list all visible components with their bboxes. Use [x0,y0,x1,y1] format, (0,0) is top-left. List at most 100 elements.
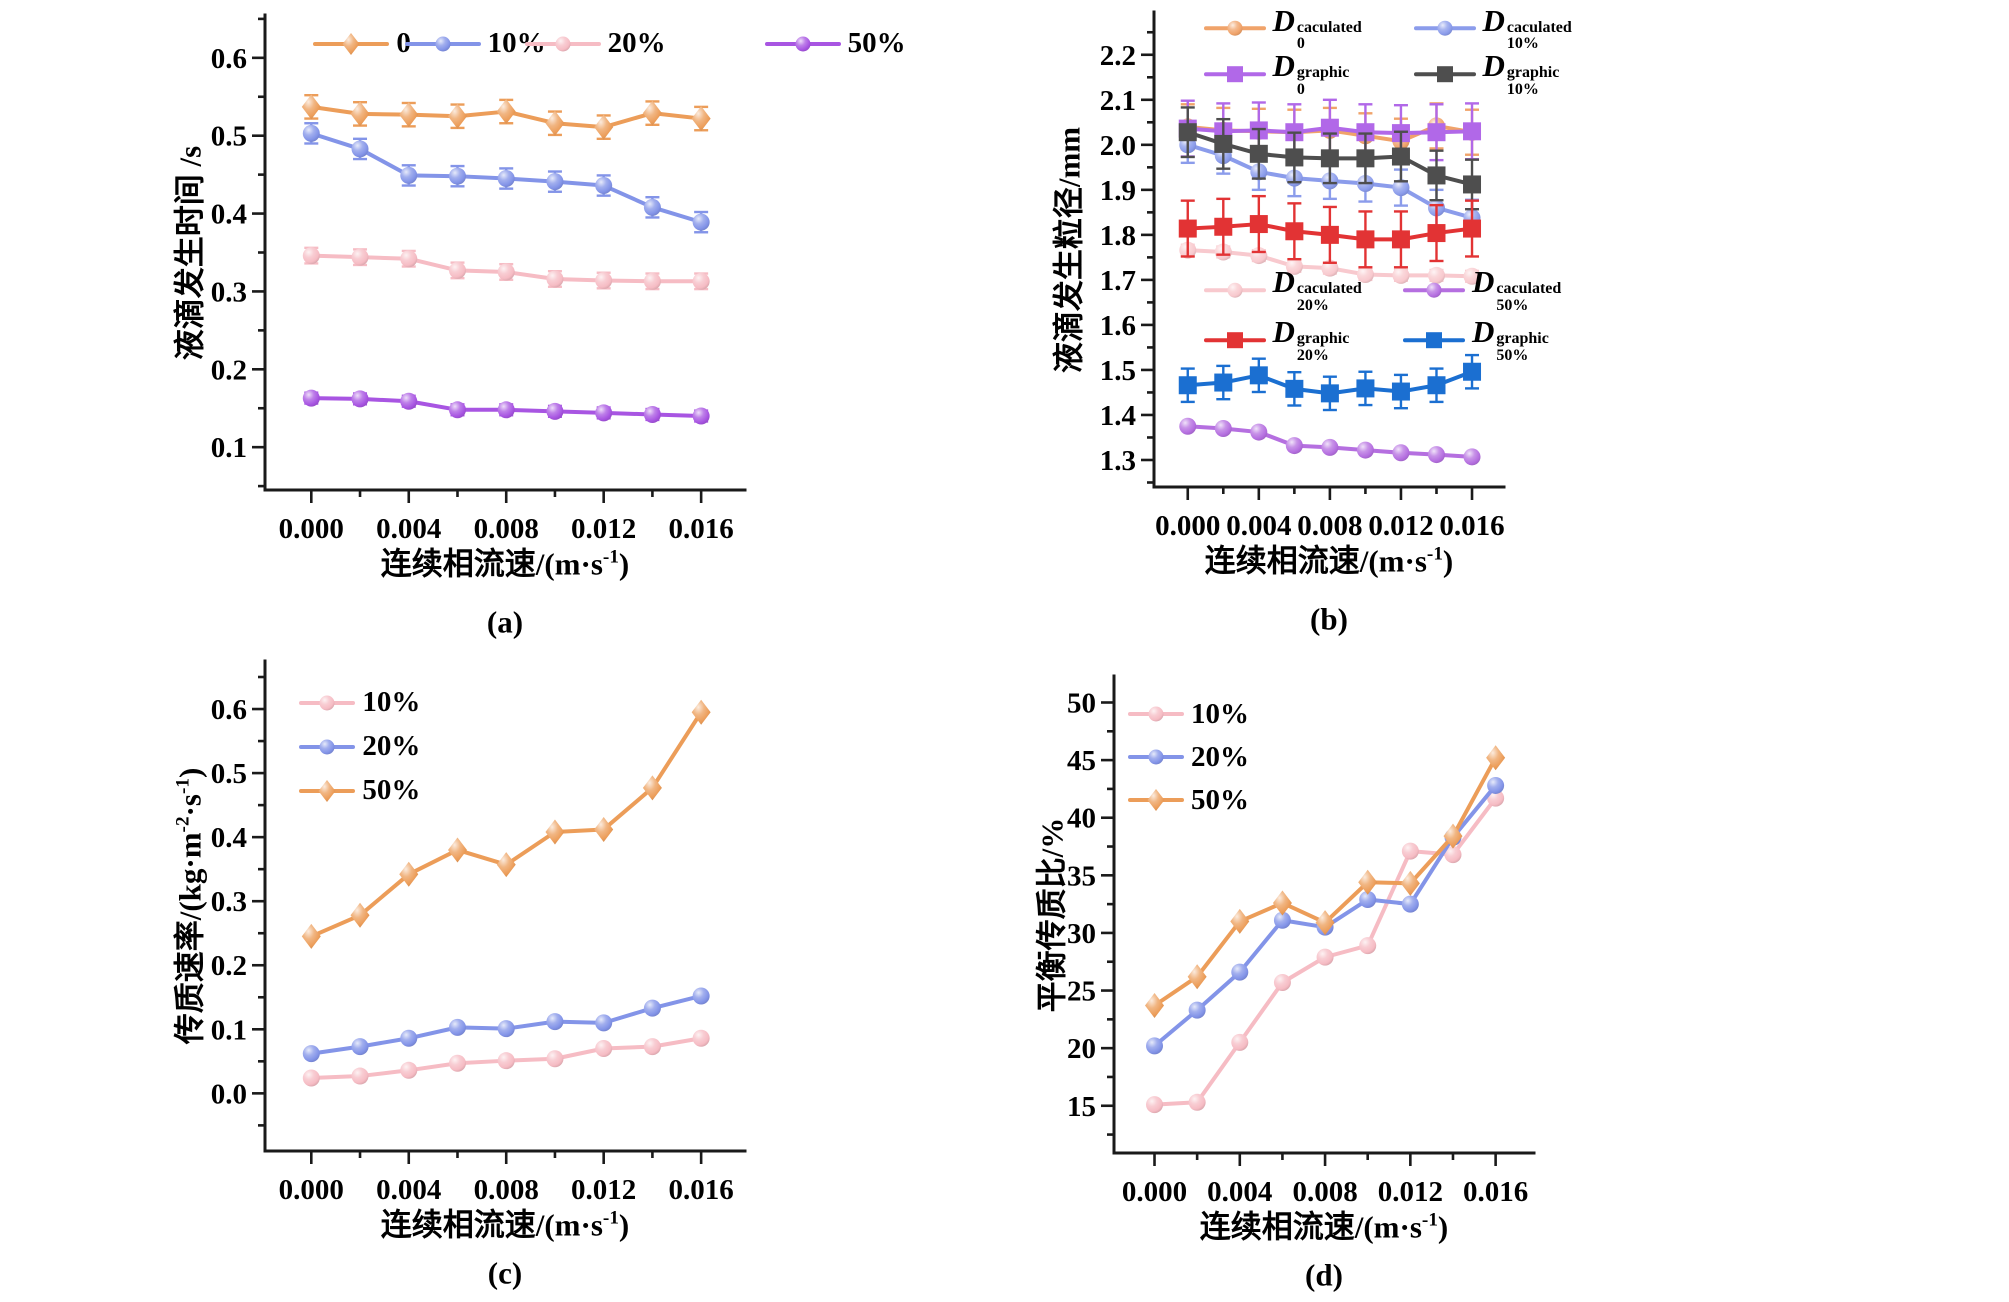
data-point-marker [594,816,614,842]
data-point-marker [302,124,320,142]
data-point-marker [1230,908,1250,934]
axis-label-superscript: -1 [1421,1209,1438,1231]
data-point-marker [1250,423,1268,441]
y-tick-label: 1.6 [1100,310,1136,342]
data-point-marker [595,272,613,290]
legend-entry-10pct: 10% [299,686,420,720]
data-point-marker [1178,123,1197,142]
data-point-marker [1226,65,1243,82]
data-point-marker [1486,745,1506,771]
series-D20-graphic [1178,194,1482,269]
axis-label-superscript: -1 [602,546,619,568]
y-tick-label: 0.1 [211,432,247,464]
axis-label-text: 连续相流速/(m·s [380,1207,603,1243]
data-point-marker [342,32,360,55]
y-tick-label: 45 [1067,745,1096,777]
axis-label-text: 连续相流速/(m·s [380,546,603,582]
legend-subscript: 0 [1296,80,1305,98]
legend-supsub: caculated 50% [1496,280,1561,315]
data-point-marker [1148,706,1164,722]
legend-label: 20% [362,730,421,763]
axis-label-text: 连续相流速/(m·s [1199,1209,1422,1245]
data-point-marker [319,739,335,755]
legend-subscript: 20% [1296,296,1329,314]
data-point-marker [1178,219,1197,238]
data-point-marker [1356,265,1374,283]
data-point-marker [448,261,466,279]
y-tick-label: 1.3 [1100,445,1136,477]
data-point-marker [448,1018,466,1036]
y-tick-label: 0.3 [211,886,247,918]
legend-swatch-D10-caculated-icon [1413,21,1476,37]
legend-symbol-D: D [1472,264,1495,300]
data-point-marker [1273,973,1291,991]
series-10pct [302,122,710,234]
data-point-marker [399,861,419,887]
data-point-marker [1463,122,1482,141]
y-tick-label: 1.7 [1100,265,1136,297]
panel-b: 1.3 1.4 1.5 1.6 1.7 1.8 1.9 2.0 2.1 2.2 0.000 0.004… [1004,0,2008,651]
chart-d-svg: 15 20 25 30 35 40 45 50 0.000 0.004 0.008 0.012 0.01… [1067,674,1536,1208]
data-point-marker [1249,215,1268,234]
legend-supsub: caculated 10% [1507,19,1572,54]
panel-b-caption: (b) [1310,601,1348,637]
axis-label-superscript: -1 [602,1207,619,1229]
data-point-marker [1401,842,1419,860]
y-tick-label: 0.4 [211,822,247,854]
data-point-marker [1231,963,1249,981]
y-axis-label: 平衡传质比/% [1035,817,1070,1012]
data-point-marker [1179,417,1197,435]
legend-label: 20% [1191,740,1249,773]
data-point-marker [546,1013,564,1031]
data-point-marker [1427,376,1446,395]
legend-subscript: 50% [1496,296,1529,314]
x-tick-label: 0.004 [1207,1176,1272,1208]
data-point-marker [447,103,467,129]
x-tick-label: 0.016 [669,1174,734,1206]
data-point-marker [399,102,419,128]
data-point-marker [1214,134,1233,153]
legend-subscript: 50% [1496,346,1529,364]
x-tick-label: 0.004 [376,1174,441,1206]
data-point-marker [1320,118,1339,137]
data-point-marker [1401,895,1419,913]
data-point-marker [642,775,662,801]
x-tick-label: 0.012 [571,1174,636,1206]
legend-symbol-D: D [1272,264,1295,300]
chart-c-svg: 0.0 0.1 0.2 0.3 0.4 0.5 0.6 0.000 0.004 0.008 0.01… [211,659,747,1206]
y-tick-label: 0.5 [211,758,247,790]
data-point-marker [1443,823,1463,849]
data-point-marker [1320,384,1339,403]
data-point-marker [1146,1037,1164,1055]
legend-entry-0: 0 [313,27,411,61]
legend-swatch-20pct-icon [524,36,601,51]
legend-swatch-D50-caculated-icon [1403,282,1465,298]
y-axis-label: 传质速率/(kg·m-2·s-1) [172,768,208,1045]
y-tick-label: 0.2 [211,354,247,386]
legend-subscript: 10% [1506,80,1539,98]
data-point-marker [1249,144,1268,163]
data-point-marker [1315,910,1335,936]
legend-swatch-D10-graphic-icon [1413,65,1476,82]
data-point-marker [1487,776,1505,794]
data-point-marker [643,999,661,1017]
y-tick-label: 0.5 [211,121,247,153]
y-tick-label: 15 [1067,1091,1096,1123]
legend-label: 20% [607,27,666,59]
data-point-marker [1400,870,1420,896]
data-point-marker [594,114,614,140]
data-point-marker [546,173,564,191]
data-point-marker [1426,282,1442,298]
legend-symbol-D: D [1472,313,1495,349]
data-point-marker [1358,869,1378,895]
data-point-marker [1320,149,1339,168]
x-tick-label: 0.016 [1463,1176,1528,1208]
data-point-marker [546,1050,564,1068]
axis-label-superscript: -2 [172,816,194,833]
data-point-marker [400,250,418,268]
